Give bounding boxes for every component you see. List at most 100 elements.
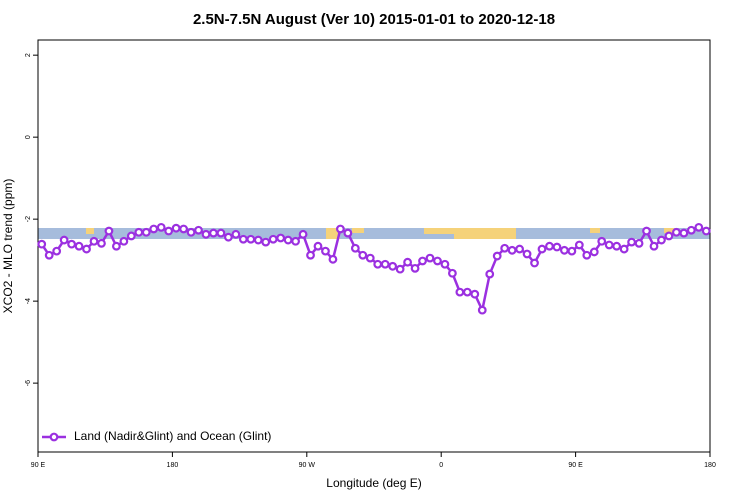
data-point bbox=[619, 244, 629, 254]
data-point bbox=[321, 246, 330, 256]
data-point bbox=[425, 253, 435, 263]
data-point bbox=[462, 287, 472, 297]
data-point bbox=[343, 228, 353, 238]
data-point bbox=[276, 233, 286, 243]
data-point bbox=[545, 241, 554, 251]
data-point bbox=[37, 239, 47, 249]
data-point bbox=[604, 240, 614, 250]
data-point bbox=[589, 247, 599, 257]
data-point bbox=[246, 234, 256, 244]
data-point bbox=[380, 259, 390, 269]
data-point bbox=[126, 231, 136, 241]
data-point bbox=[171, 223, 181, 233]
data-point bbox=[74, 241, 84, 251]
series-line bbox=[40, 225, 707, 315]
data-point bbox=[268, 234, 278, 244]
data-point bbox=[477, 305, 487, 315]
data-point bbox=[522, 249, 532, 259]
x-tick-label: 90 E bbox=[568, 462, 583, 469]
data-point bbox=[97, 238, 106, 248]
data-point bbox=[470, 289, 480, 299]
data-point bbox=[141, 227, 151, 237]
data-point bbox=[627, 237, 636, 247]
data-point bbox=[104, 226, 114, 236]
y-tick-label: -4 bbox=[25, 298, 32, 304]
data-point bbox=[574, 240, 584, 250]
y-tick-label: -2 bbox=[25, 216, 32, 222]
data-point bbox=[350, 243, 360, 253]
data-point bbox=[298, 229, 308, 239]
data-point bbox=[373, 259, 383, 269]
data-point bbox=[209, 228, 218, 238]
x-tick-label: 180 bbox=[704, 462, 716, 469]
data-point bbox=[515, 244, 524, 254]
data-point bbox=[567, 246, 577, 256]
data-point bbox=[455, 287, 465, 297]
data-point bbox=[657, 235, 666, 245]
data-point bbox=[679, 228, 689, 238]
data-point bbox=[253, 235, 263, 245]
x-tick-label: 0 bbox=[439, 462, 443, 469]
data-point bbox=[261, 237, 271, 247]
data-point bbox=[67, 239, 76, 249]
data-point bbox=[433, 256, 442, 266]
data-point bbox=[560, 245, 569, 255]
data-point bbox=[186, 227, 196, 237]
y-axis-label: XCO2 - MLO trend (ppm) bbox=[1, 179, 15, 314]
data-point bbox=[634, 238, 644, 248]
data-point bbox=[664, 231, 674, 241]
data-point bbox=[119, 236, 129, 246]
data-point bbox=[164, 226, 174, 236]
x-axis-label: Longitude (deg E) bbox=[326, 476, 421, 490]
data-point bbox=[134, 227, 144, 237]
data-point bbox=[410, 263, 420, 273]
data-point bbox=[149, 224, 159, 234]
legend-marker bbox=[49, 432, 59, 442]
data-point bbox=[582, 250, 592, 260]
data-point bbox=[179, 224, 189, 234]
data-point bbox=[418, 256, 427, 266]
data-point bbox=[537, 244, 547, 254]
data-point bbox=[694, 222, 704, 232]
data-point bbox=[238, 234, 248, 244]
x-tick-label: 90 E bbox=[31, 462, 46, 469]
data-point bbox=[530, 258, 539, 268]
data-point bbox=[597, 236, 607, 246]
data-point bbox=[403, 257, 413, 267]
data-point bbox=[365, 253, 375, 263]
y-tick-label: -6 bbox=[25, 380, 32, 386]
data-point bbox=[440, 259, 450, 269]
x-tick-label: 90 W bbox=[299, 462, 316, 469]
data-point bbox=[395, 264, 405, 274]
data-point bbox=[216, 228, 226, 238]
data-point bbox=[448, 268, 457, 278]
chart-title: 2.5N-7.5N August (Ver 10) 2015-01-01 to … bbox=[193, 11, 555, 28]
x-tick-label: 180 bbox=[167, 462, 179, 469]
data-point bbox=[328, 254, 338, 264]
data-point bbox=[89, 236, 99, 246]
data-point bbox=[201, 229, 211, 239]
data-point bbox=[223, 232, 233, 242]
data-point bbox=[44, 250, 54, 260]
data-point bbox=[649, 241, 659, 251]
data-point bbox=[291, 236, 301, 246]
map-strip bbox=[38, 228, 710, 239]
data-point bbox=[507, 245, 517, 255]
data-point bbox=[59, 235, 69, 245]
data-point bbox=[52, 246, 62, 256]
data-point bbox=[500, 243, 510, 253]
data-point bbox=[485, 269, 495, 279]
data-point bbox=[358, 250, 368, 260]
data-point bbox=[388, 261, 398, 271]
data-point bbox=[194, 225, 203, 235]
data-point bbox=[283, 235, 293, 245]
data-point bbox=[156, 222, 166, 232]
data-point bbox=[313, 241, 323, 251]
data-point bbox=[612, 241, 622, 251]
data-point bbox=[492, 251, 502, 261]
data-point bbox=[231, 229, 241, 239]
data-point bbox=[552, 242, 562, 252]
data-point bbox=[686, 225, 696, 235]
data-point bbox=[306, 250, 315, 260]
